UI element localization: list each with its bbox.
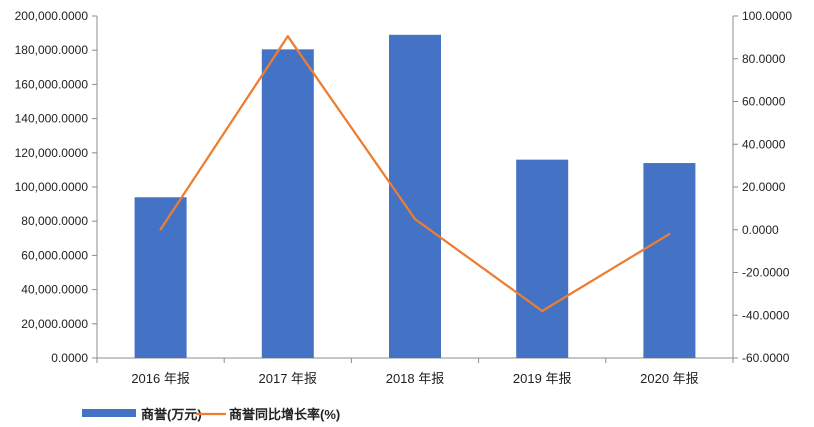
tick-labels-group: 0.0000 20,000.0000 40,000.0000 60,000.0000 8… [15,9,793,386]
bar [643,163,696,358]
x-tick-label: 2017 年报 [259,371,318,386]
left-y-tick-label: 200,000.0000 [15,9,89,23]
bar [261,49,314,358]
right-y-tick-label: -40.0000 [742,308,790,322]
line-series-group [159,35,671,313]
right-y-tick-label: -60.0000 [742,351,790,365]
left-y-tick-label: 0.0000 [51,351,88,365]
left-y-tick-label: 100,000.0000 [15,180,89,194]
right-y-tick-label: 20.0000 [742,180,786,194]
left-y-tick-label: 120,000.0000 [15,146,89,160]
right-y-tick-label: 40.0000 [742,137,786,151]
line-point [413,217,417,221]
x-tick-label: 2019 年报 [513,371,572,386]
left-y-tick-label: 140,000.0000 [15,112,89,126]
right-y-tick-label: 0.0000 [742,223,779,237]
bar [389,34,441,359]
x-tick-label: 2018 年报 [386,371,445,386]
line-point [668,232,671,236]
left-y-tick-label: 60,000.0000 [21,248,88,262]
bar [134,197,187,358]
legend-swatch-bar [82,409,136,417]
left-y-tick-label: 20,000.0000 [21,317,88,331]
legend: 商誉(万元) 商誉同比增长率(%) [82,407,340,422]
x-tick-label: 2020 年报 [640,371,699,386]
line-point [541,309,544,313]
right-y-tick-label: 80.0000 [742,52,786,66]
line-point [159,228,162,231]
bar [516,159,569,358]
right-y-tick-label: -20.0000 [742,266,790,280]
left-y-tick-label: 80,000.0000 [21,214,88,228]
left-y-tick-label: 40,000.0000 [21,283,88,297]
right-y-tick-label: 100.0000 [742,9,792,23]
line-point [286,35,289,38]
legend-label-bar: 商誉(万元) [141,407,202,422]
left-y-tick-label: 160,000.0000 [15,77,89,91]
right-y-tick-label: 60.0000 [742,95,786,109]
x-tick-label: 2016 年报 [131,371,190,386]
legend-label-line: 商誉同比增长率(%) [229,407,340,422]
left-y-tick-label: 180,000.0000 [15,43,89,57]
bar-series-group [134,34,696,359]
